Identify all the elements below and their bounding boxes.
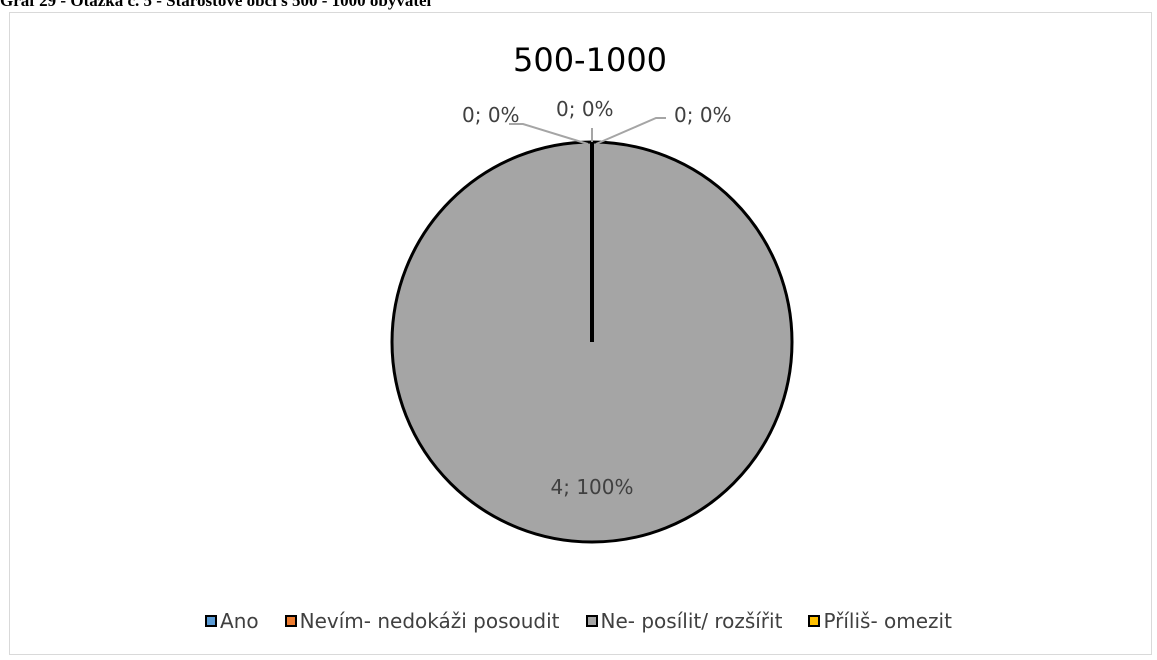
figure-caption: Graf 29 - Otázka č. 5 - Starostové obcí …	[0, 0, 432, 10]
leader-line-p-li-omezit	[595, 117, 666, 145]
chart-title: 500-1000	[513, 41, 667, 79]
legend-item-ano: Ano	[205, 608, 259, 634]
legend-swatch	[808, 615, 821, 627]
legend-label: Ne- posílit/ rozšířit	[600, 609, 783, 633]
legend-swatch	[205, 615, 218, 627]
data-labels: 4; 100% 0; 0% 0; 0% 0; 0%	[462, 97, 732, 499]
legend: Ano Nevím- nedokáži posoudit Ne- posílit/ …	[0, 608, 1157, 634]
legend-label: Ano	[220, 609, 259, 633]
legend-label: Nevím- nedokáži posoudit	[299, 609, 560, 633]
data-label-ano: 0; 0%	[462, 103, 520, 127]
legend-item-nev-m-nedok-i-posoudit: Nevím- nedokáži posoudit	[284, 608, 560, 634]
legend-item-p-li-omezit: Příliš- omezit	[808, 608, 952, 634]
legend-item-ne-pos-lit-roz-it: Ne- posílit/ rozšířit	[585, 608, 783, 634]
data-label-p-li-omezit: 0; 0%	[674, 103, 732, 127]
data-label-ne-pos-lit-roz-it: 4; 100%	[551, 475, 634, 499]
leader-line-ano	[509, 123, 589, 145]
legend-label: Příliš- omezit	[823, 609, 952, 633]
leader-lines	[509, 117, 666, 145]
legend-swatch	[284, 615, 297, 627]
legend-swatch	[585, 615, 598, 627]
data-label-nev-m-nedok-i-posoudit: 0; 0%	[556, 97, 614, 121]
